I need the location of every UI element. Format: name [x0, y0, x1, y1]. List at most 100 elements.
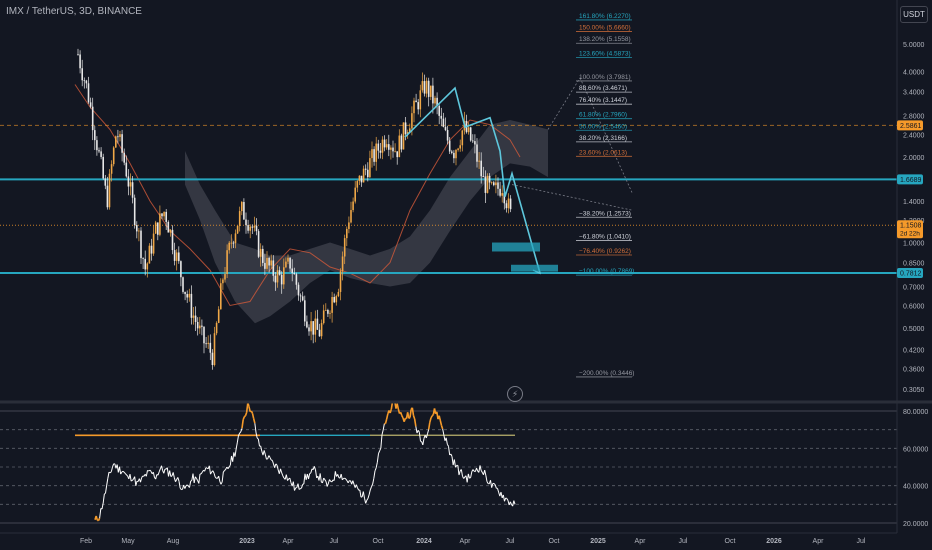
fib-level-label: 88.60% (3.4671): [579, 85, 627, 92]
rsi-line-segment: [375, 462, 378, 469]
x-tick-label: Jul: [857, 538, 866, 545]
lightning-icon[interactable]: ⚡: [507, 386, 523, 402]
fib-level-label: −61.80% (1.0410): [579, 234, 631, 241]
fib-trend-line: [579, 77, 633, 193]
candle-body: [96, 140, 98, 151]
candle-body: [276, 270, 279, 283]
countdown-label: 2d 22h: [900, 231, 920, 238]
candle-body: [438, 105, 440, 116]
candle-body: [354, 187, 356, 202]
x-tick-label: Jul: [679, 538, 688, 545]
candle-body: [115, 136, 117, 148]
price-tick-label: 0.8500: [903, 261, 925, 268]
candle-body: [238, 211, 241, 226]
rsi-line-segment: [292, 481, 295, 491]
rsi-line-segment: [310, 468, 313, 474]
rsi-line-segment: [319, 473, 322, 483]
rsi-line-segment: [460, 469, 463, 477]
baseline-line: [74, 84, 521, 307]
rsi-line-segment: [185, 484, 188, 487]
rsi-line-segment: [417, 430, 420, 433]
rsi-line-segment: [384, 418, 388, 424]
rsi-line-segment: [457, 465, 460, 476]
rsi-line-segment: [411, 407, 415, 416]
candle-body: [163, 211, 165, 217]
rsi-line-segment: [250, 410, 254, 414]
candle-body: [234, 233, 237, 244]
candle-body: [459, 145, 461, 149]
rsi-line-segment: [268, 455, 271, 458]
rsi-line-segment: [119, 466, 122, 475]
candle-body: [110, 164, 113, 174]
candle-body: [505, 203, 508, 209]
rsi-line-segment: [484, 470, 487, 476]
rsi-line-segment: [362, 491, 365, 499]
candle-body: [293, 272, 296, 275]
rsi-line-segment: [232, 452, 235, 462]
candle-body: [150, 245, 153, 254]
candle-body: [264, 262, 266, 269]
rsi-line-segment: [243, 415, 247, 418]
rsi-line-segment: [260, 445, 263, 452]
rsi-line-segment: [198, 473, 201, 484]
rsi-line-segment: [252, 418, 256, 424]
rsi-line-segment: [107, 472, 110, 479]
fib-level-label: −200.00% (0.3446): [579, 370, 634, 377]
rsi-line-segment: [101, 503, 104, 510]
price-pane[interactable]: 161.80% (6.2270) 150.00% (5.6660) 138.20% …: [0, 13, 897, 378]
rsi-line-segment: [494, 484, 497, 489]
candle-body: [373, 149, 375, 162]
rsi-line-segment: [269, 457, 272, 461]
rsi-line-segment: [276, 465, 279, 471]
candle-body: [83, 80, 86, 82]
rsi-line-segment: [134, 476, 137, 486]
rsi-line-segment: [409, 409, 412, 418]
price-badge: [897, 267, 923, 278]
x-tick-label: 2024: [416, 538, 432, 545]
rsi-line-segment: [184, 485, 187, 489]
rsi-line-segment: [408, 416, 411, 420]
rsi-line-segment: [179, 487, 182, 490]
candle-body: [133, 197, 136, 226]
rsi-line-segment: [112, 463, 115, 468]
rsi-line-segment: [274, 463, 277, 468]
fib-level-label: −76.40% (0.9262): [579, 248, 631, 255]
rsi-line-segment: [300, 487, 302, 490]
x-tick-label: Apr: [813, 538, 825, 545]
candle-body: [381, 139, 384, 153]
rsi-line-segment: [109, 471, 112, 474]
rsi-line-segment: [130, 479, 133, 482]
rsi-line-segment: [313, 466, 316, 471]
candle-body: [146, 263, 149, 270]
rsi-line-segment: [303, 473, 306, 484]
candle-body: [472, 140, 474, 142]
rsi-line-segment: [228, 464, 231, 468]
rsi-line-segment: [359, 489, 362, 498]
rsi-pane[interactable]: [0, 400, 897, 524]
currency-button[interactable]: USDT: [900, 6, 928, 23]
fib-trend-line: [511, 184, 633, 211]
candle-body: [356, 181, 359, 188]
candle-body: [278, 270, 281, 275]
candle-body: [301, 296, 304, 301]
fib-level-label: 161.80% (6.2270): [579, 13, 631, 20]
symbol-title[interactable]: IMX / TetherUS, 3D, BINANCE: [6, 6, 142, 17]
rsi-line-segment: [446, 444, 449, 447]
price-badge: [897, 220, 923, 239]
rsi-line-segment: [330, 480, 333, 483]
candle-body: [131, 182, 134, 198]
candle-body: [148, 245, 151, 264]
candle-body: [400, 135, 403, 150]
rsi-line-segment: [244, 412, 248, 417]
candle-body: [297, 284, 300, 296]
rsi-line-segment: [472, 469, 475, 472]
candle-body: [182, 277, 184, 292]
candle-body: [306, 321, 308, 328]
rsi-line-segment: [189, 481, 192, 488]
x-tick-label: Jul: [330, 538, 339, 545]
candle-body: [196, 321, 199, 329]
rsi-line-segment: [442, 428, 445, 435]
rsi-line-segment: [208, 465, 211, 475]
x-tick-label: 2025: [590, 538, 606, 545]
